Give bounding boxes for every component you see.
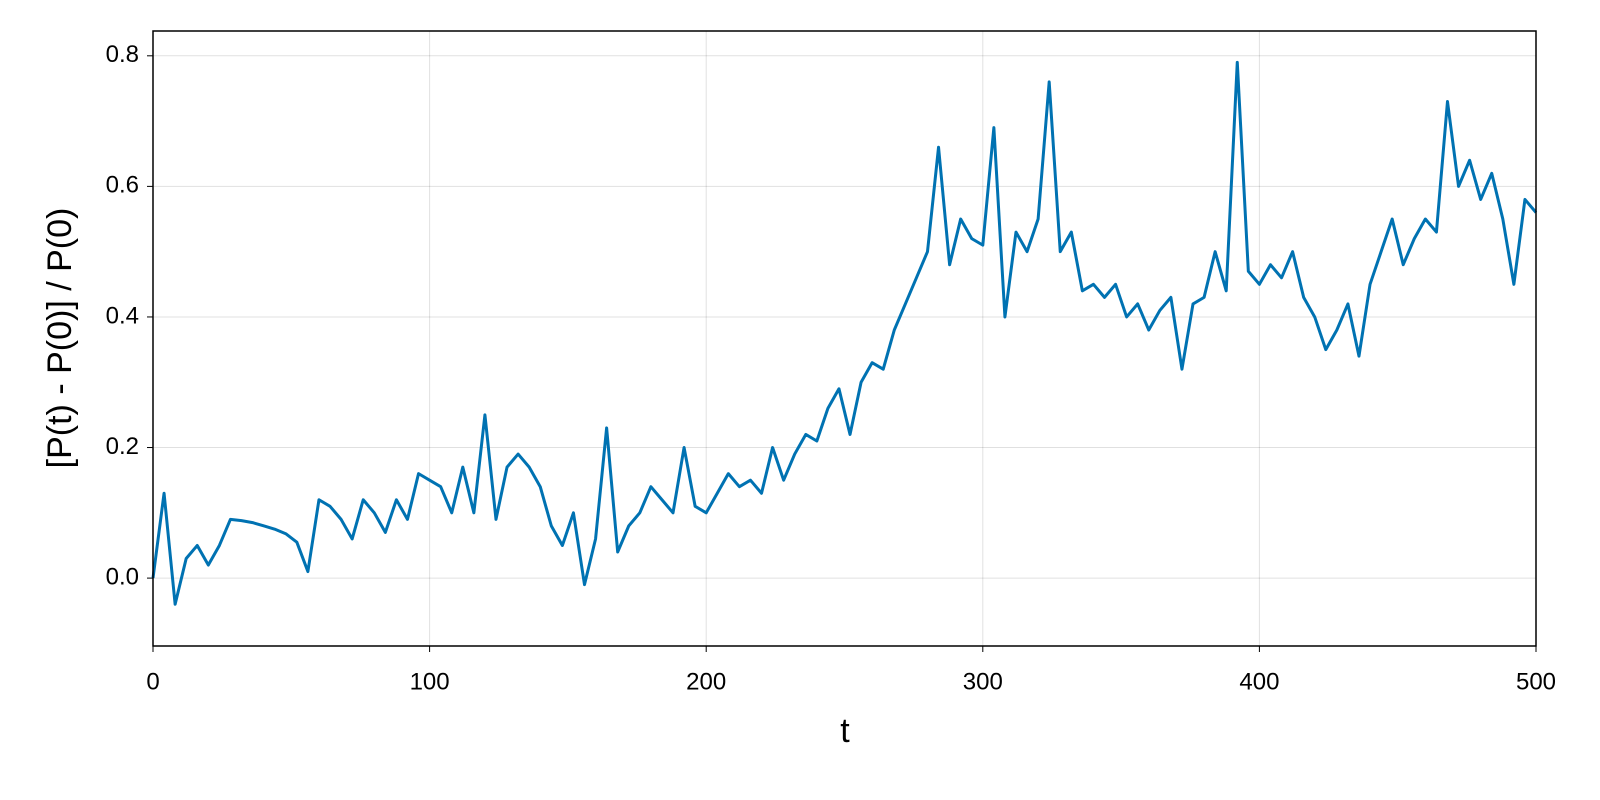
y-tick-label: 0.2 [106, 433, 139, 460]
data-line [151, 60, 1538, 606]
plot-frame [152, 30, 1537, 647]
x-tick-label: 300 [963, 668, 1003, 695]
y-tick-label: 0.0 [106, 563, 139, 590]
x-axis-label: t [840, 712, 850, 750]
x-tick-label: 100 [410, 668, 450, 695]
y-tick-label: 0.6 [106, 172, 139, 199]
x-tick-label: 500 [1516, 668, 1556, 695]
x-tick-label: 0 [146, 668, 159, 695]
y-tick-label: 0.4 [106, 302, 139, 329]
y-tick-label: 0.8 [106, 41, 139, 68]
y-axis-label: [P(t) - P(0)] / P(0) [41, 208, 79, 469]
x-tick-label: 200 [686, 668, 726, 695]
x-tick-label: 400 [1239, 668, 1279, 695]
